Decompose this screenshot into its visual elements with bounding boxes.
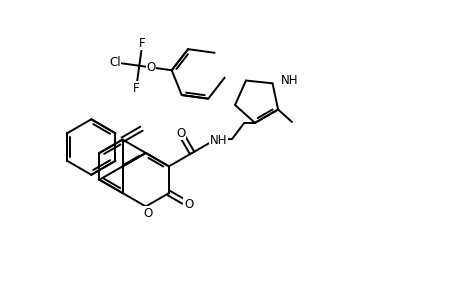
Text: NH: NH — [280, 74, 297, 87]
Text: O: O — [146, 61, 155, 74]
Text: O: O — [176, 127, 185, 140]
Text: F: F — [133, 82, 139, 95]
Text: NH: NH — [209, 134, 227, 147]
Text: F: F — [139, 37, 146, 50]
Text: O: O — [143, 207, 152, 220]
Text: Cl: Cl — [109, 56, 120, 69]
Text: O: O — [184, 198, 193, 211]
